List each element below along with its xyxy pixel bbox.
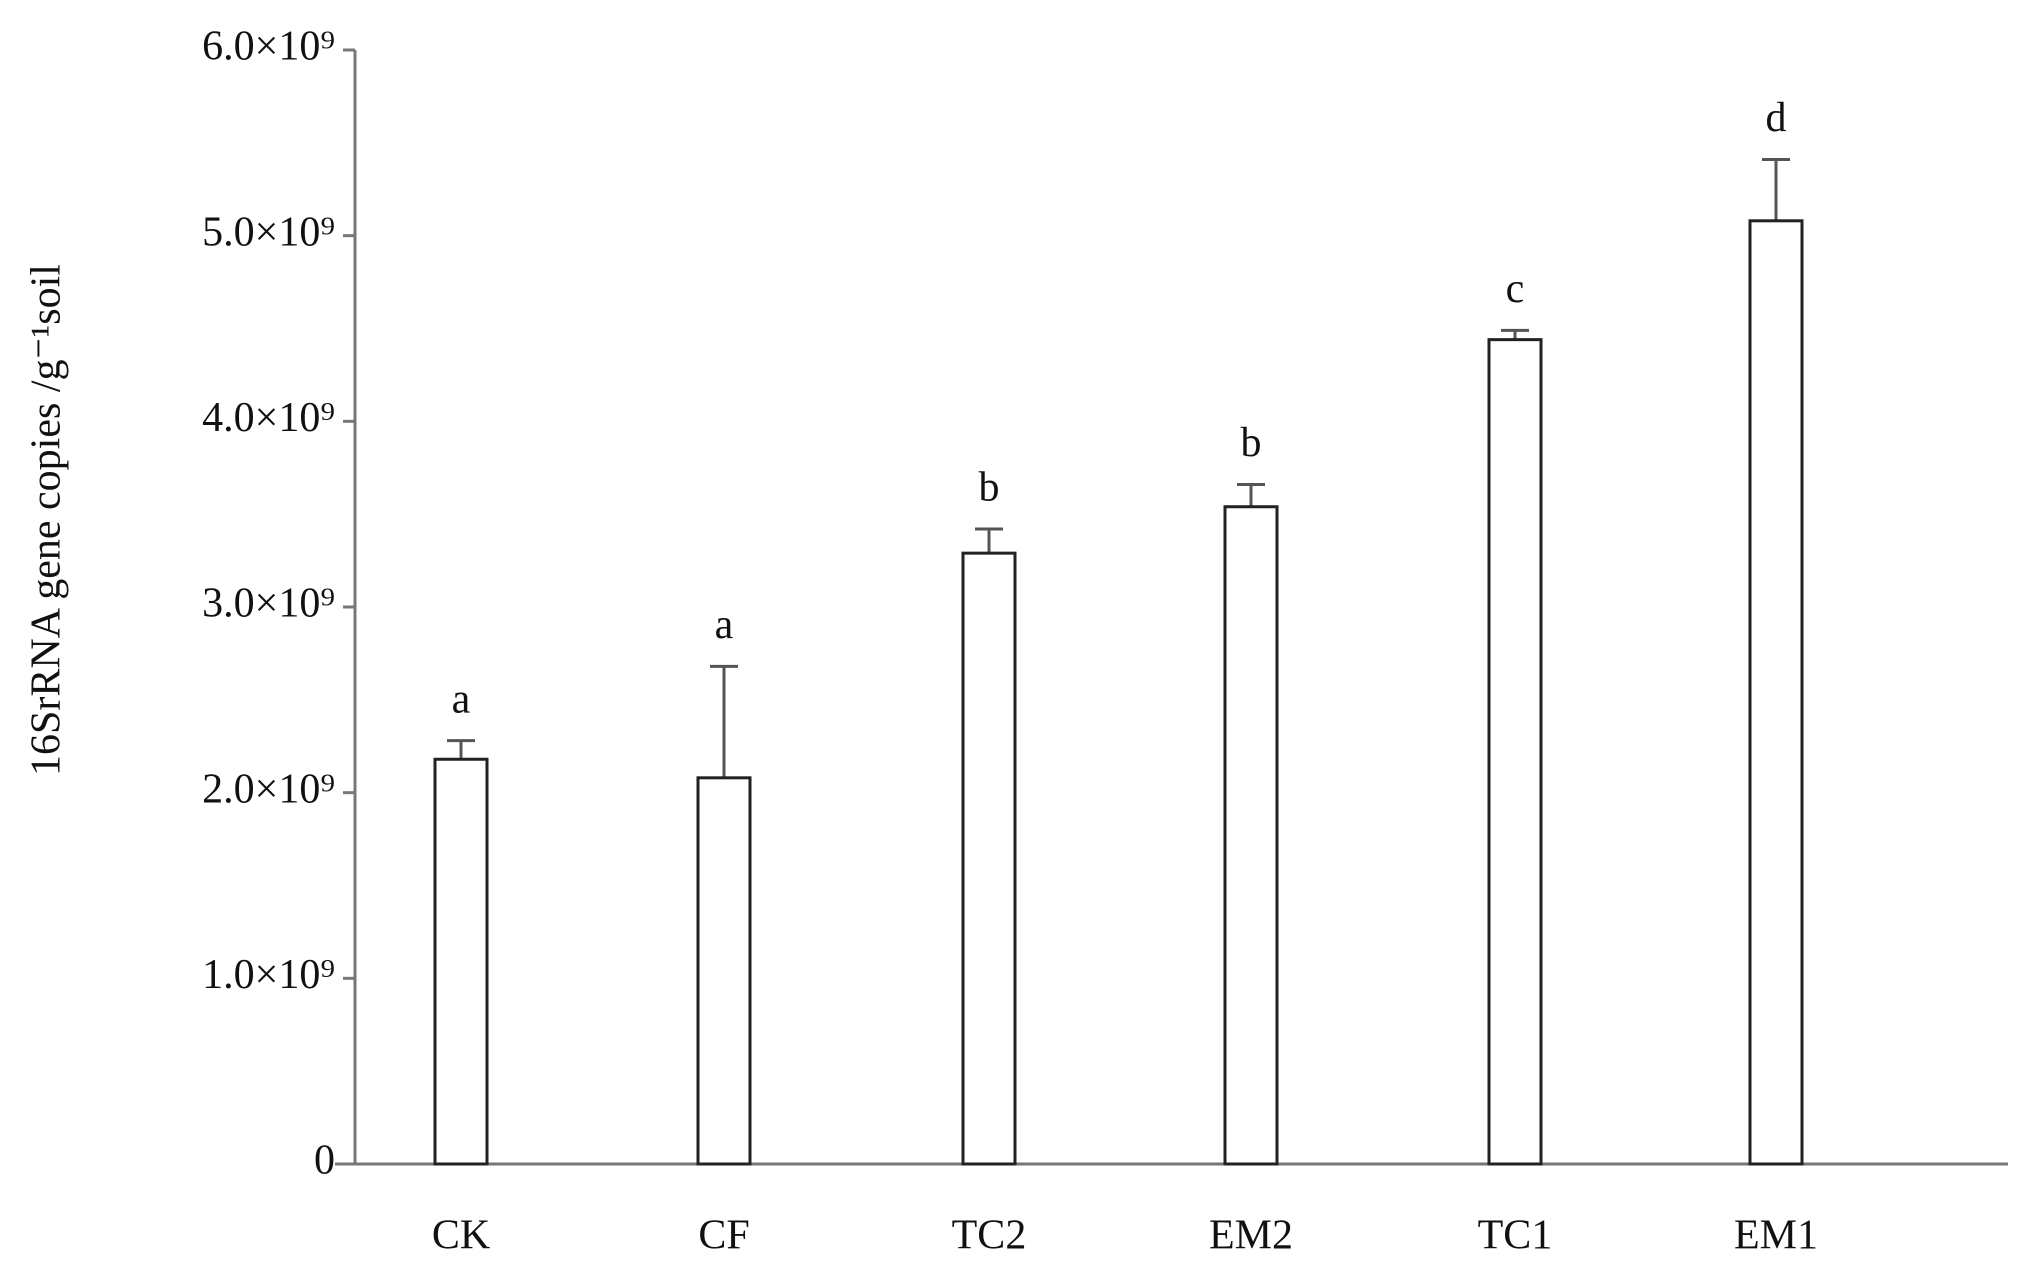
y-tick-label: 6.0×10⁹ bbox=[202, 24, 335, 70]
bar bbox=[961, 551, 1017, 1166]
bar bbox=[433, 757, 489, 1166]
x-tick-label: TC1 bbox=[1478, 1213, 1553, 1259]
y-tick-label: 4.0×10⁹ bbox=[202, 395, 335, 441]
bar bbox=[1748, 219, 1804, 1166]
y-axis-label: 16SrRNA gene copies /g⁻¹soil bbox=[24, 264, 70, 776]
significance-label: b bbox=[1241, 420, 1262, 466]
x-tick-label: TC2 bbox=[952, 1213, 1027, 1259]
bar bbox=[1487, 338, 1543, 1166]
x-tick-label: CF bbox=[698, 1213, 749, 1259]
bar bbox=[696, 776, 752, 1166]
y-tick-label: 2.0×10⁹ bbox=[202, 766, 335, 812]
significance-label: a bbox=[715, 602, 734, 648]
y-tick-label: 0 bbox=[314, 1138, 335, 1184]
significance-label: b bbox=[979, 465, 1000, 511]
x-tick-label: CK bbox=[432, 1213, 490, 1259]
bar bbox=[1223, 505, 1279, 1166]
x-tick-label: EM2 bbox=[1209, 1213, 1293, 1259]
y-tick-label: 1.0×10⁹ bbox=[202, 952, 335, 998]
significance-label: c bbox=[1506, 266, 1525, 312]
y-tick-label: 3.0×10⁹ bbox=[202, 581, 335, 627]
x-tick-label: EM1 bbox=[1734, 1213, 1818, 1259]
significance-label: a bbox=[452, 676, 471, 722]
significance-label: d bbox=[1766, 95, 1787, 141]
y-tick-label: 5.0×10⁹ bbox=[202, 209, 335, 255]
